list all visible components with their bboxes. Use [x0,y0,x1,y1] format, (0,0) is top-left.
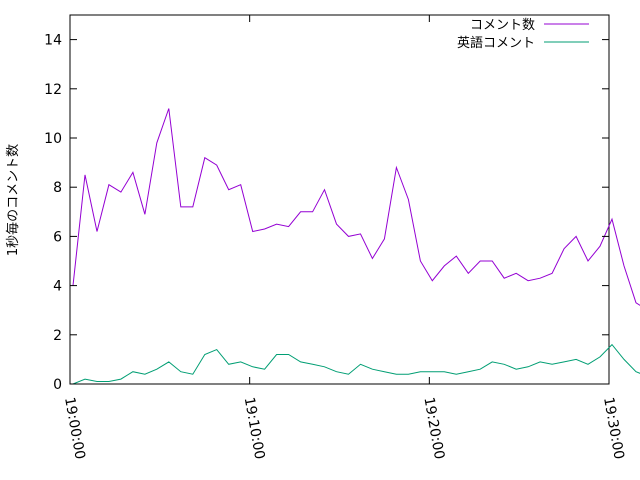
series-layer [72,108,640,385]
legend-label-2: 英語コメント [457,35,535,51]
y-axis-title: 1秒毎のコメント数 [5,144,21,256]
y-tick-label: 6 [53,229,62,245]
y-tick-label: 10 [44,131,62,147]
plot-frame [69,14,610,385]
y-tick-label: 14 [44,33,62,49]
plot-area [69,14,610,385]
series-line-2 [72,343,640,385]
y-tick-label: 2 [53,328,62,344]
ticks-layer [69,15,610,385]
y-tick-label: 4 [53,279,62,295]
y-tick-label: 12 [44,82,62,98]
legend-label-1: コメント数 [470,18,535,33]
y-tick-label: 8 [53,180,62,196]
y-tick-label: 0 [53,377,62,393]
series-line-1 [72,108,640,306]
